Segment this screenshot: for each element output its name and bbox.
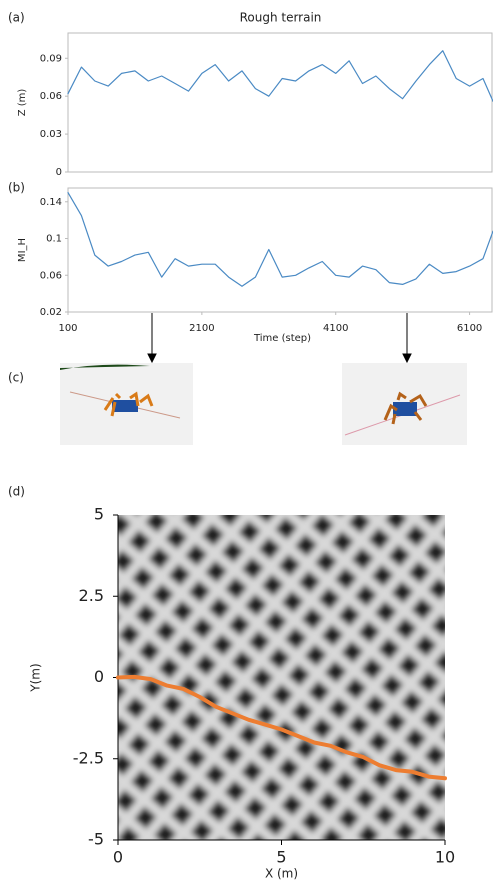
- panel-label: (d): [8, 485, 25, 499]
- y-axis-label: Y(m): [29, 663, 43, 692]
- x-tick-label: 2100: [189, 323, 214, 334]
- panel-label: (a): [8, 11, 25, 25]
- data-line: [68, 51, 493, 101]
- panel-label: (b): [8, 181, 25, 195]
- y-tick-label: 0: [56, 167, 62, 178]
- y-tick-label: -5: [88, 830, 104, 849]
- y-tick-label: 0.09: [40, 53, 62, 64]
- y-tick-label: 0.1: [46, 234, 62, 245]
- y-tick-label: 5: [94, 505, 104, 524]
- x-tick-label: 5: [276, 848, 286, 867]
- snapshot-left: [60, 363, 193, 445]
- y-tick-label: -2.5: [73, 748, 104, 767]
- x-tick-label: 0: [113, 848, 123, 867]
- x-axis-label: Time (step): [253, 333, 311, 344]
- data-line: [68, 193, 493, 287]
- y-tick-label: 0.02: [40, 307, 62, 318]
- y-tick-label: 0.14: [40, 197, 62, 208]
- x-axis-label: X (m): [265, 867, 298, 881]
- x-tick-label: 100: [58, 323, 77, 334]
- panel-label: (c): [8, 371, 24, 385]
- y-axis-label: MI_H: [17, 238, 28, 262]
- x-tick-label: 10: [435, 848, 455, 867]
- plot-frame: [68, 33, 492, 172]
- y-tick-label: 0.06: [40, 270, 62, 281]
- plot-frame: [68, 188, 492, 312]
- y-tick-label: 0: [94, 667, 104, 686]
- y-tick-label: 0.06: [40, 91, 62, 102]
- y-tick-label: 2.5: [79, 586, 104, 605]
- snapshot-right: [342, 363, 467, 445]
- y-tick-label: 0.03: [40, 129, 62, 140]
- y-axis-label: Z (m): [17, 89, 28, 117]
- x-tick-label: 4100: [323, 323, 348, 334]
- chart-title: Rough terrain: [240, 11, 322, 25]
- x-tick-label: 6100: [457, 323, 482, 334]
- figure: (c) (a) Rough terrain Z (m) 0 0.03 0.06 0.09 (b…: [0, 0, 493, 886]
